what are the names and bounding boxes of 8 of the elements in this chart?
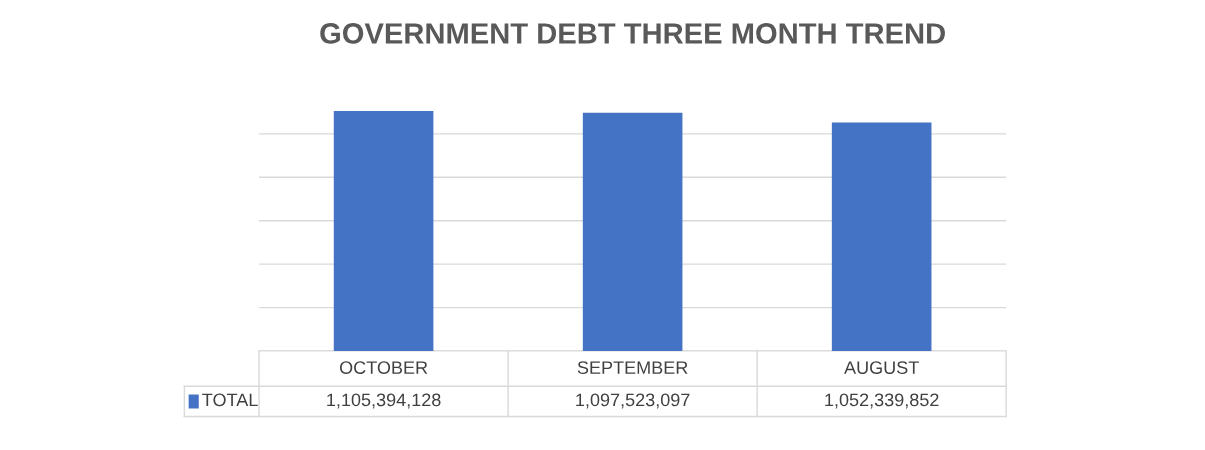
chart-title: GOVERNMENT DEBT THREE MONTH TREND	[320, 23, 945, 44]
data-label: 1,097,523,097	[576, 393, 690, 409]
data-label: 1,105,394,128	[327, 393, 441, 409]
x-tick-label: SEPTEMBER	[577, 361, 688, 374]
legend-label: TOTAL	[202, 393, 258, 407]
x-tick-label: OCTOBER	[339, 361, 428, 374]
x-tick-label: AUGUST	[844, 361, 919, 374]
data-label: 1,052,339,852	[825, 393, 939, 409]
